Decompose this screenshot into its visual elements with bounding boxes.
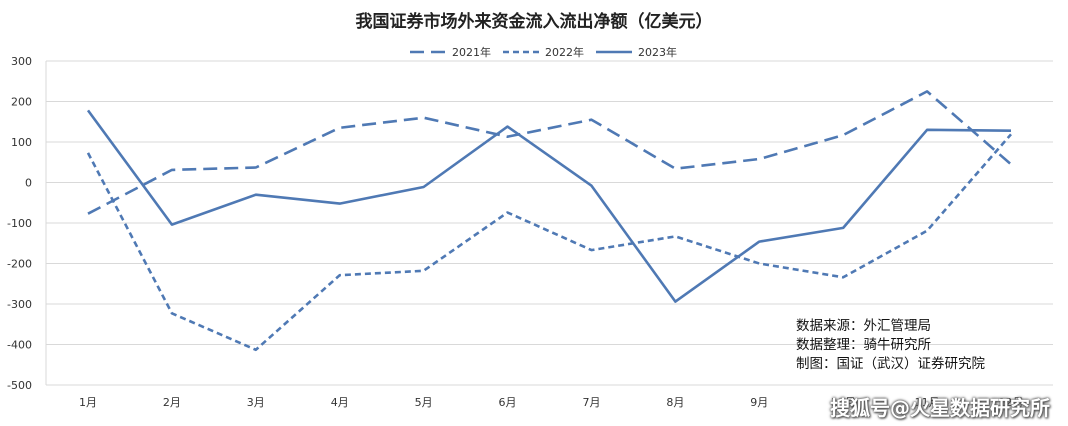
- x-tick-label: 7月: [582, 396, 600, 409]
- grid-lines: [45, 60, 1053, 386]
- x-tick-label: 5月: [415, 396, 433, 409]
- y-tick-label: 300: [11, 55, 32, 68]
- x-axis: 1月 2月 3月 4月 5月 6月 7月 8月 9月 10月 11月 12月: [79, 396, 1024, 409]
- y-tick-label: 0: [25, 177, 32, 190]
- x-tick-label: 9月: [750, 396, 768, 409]
- legend-label-1: 2022年: [545, 45, 584, 59]
- x-tick-label: 2月: [163, 396, 181, 409]
- x-tick-label: 10月: [831, 396, 856, 409]
- legend-label-2: 2023年: [638, 45, 677, 59]
- series-lines: [86, 90, 1012, 352]
- watermark: 搜狐号@火星数据研究所: [830, 396, 1050, 420]
- y-tick-label: -100: [7, 217, 32, 230]
- series-line-2: [86, 109, 1012, 303]
- x-tick-label: 6月: [499, 396, 517, 409]
- note-data-source: 数据来源：外汇管理局: [796, 318, 931, 334]
- x-tick-label: 8月: [666, 396, 684, 409]
- y-tick-label: -300: [7, 298, 32, 311]
- legend-label-0: 2021年: [452, 45, 491, 59]
- x-tick-label: 3月: [247, 396, 265, 409]
- note-data-compiled: 数据整理：骑牛研究所: [796, 337, 931, 353]
- x-tick-label: 11月: [915, 396, 940, 409]
- series-line-0: [87, 90, 1012, 215]
- y-tick-label: 100: [11, 136, 32, 149]
- x-tick-label: 12月: [999, 396, 1024, 409]
- note-chart-maker: 制图：国证（武汉）证券研究院: [796, 356, 985, 372]
- y-tick-label: 200: [11, 96, 32, 109]
- chart-title: 我国证券市场外来资金流入流出净额（亿美元）: [356, 11, 713, 32]
- y-tick-label: -200: [7, 258, 32, 271]
- y-axis: 300 200 100 0 -100 -200 -300 -400 -500: [7, 55, 32, 392]
- x-tick-label: 1月: [79, 396, 97, 409]
- y-tick-label: -400: [7, 339, 32, 352]
- y-tick-label: -500: [7, 379, 32, 392]
- chart-legend: 2021年 2022年 2023年: [410, 45, 677, 59]
- x-tick-label: 4月: [331, 396, 349, 409]
